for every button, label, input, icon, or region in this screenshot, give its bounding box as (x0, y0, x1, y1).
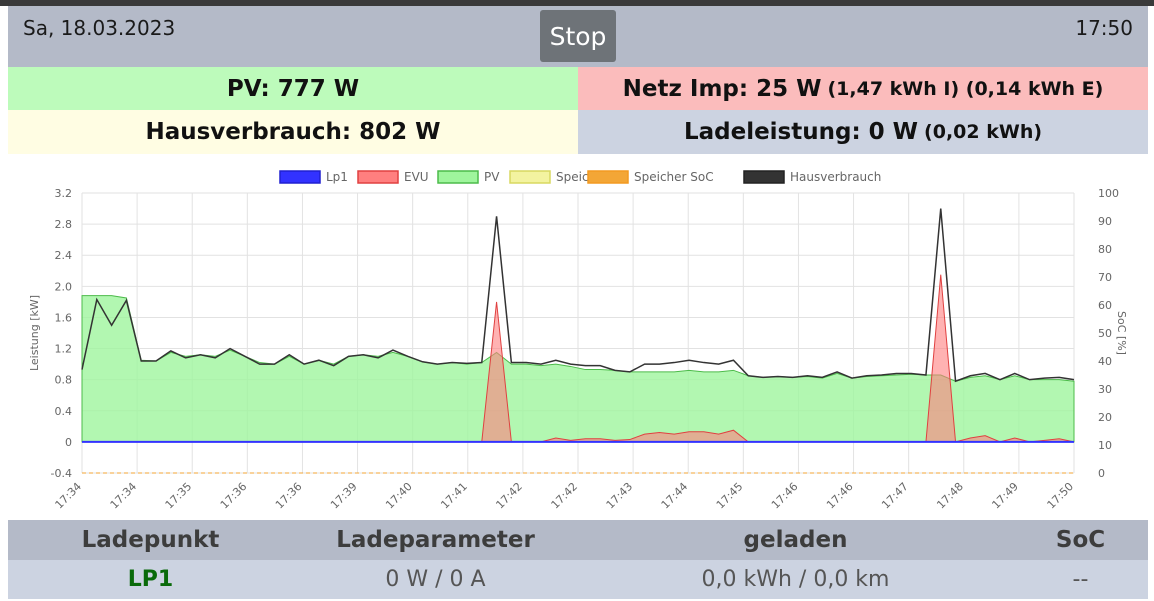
grid-energy-totals: (1,47 kWh I) (0,14 kWh E) (827, 77, 1104, 100)
y2-tick-label: 40 (1098, 355, 1112, 368)
y2-tick-label: 60 (1098, 299, 1112, 312)
x-tick-label: 17:34 (108, 480, 140, 512)
series-hausverbrauch (81, 208, 1075, 383)
y2-tick-label: 0 (1098, 467, 1105, 480)
x-tick-label: 17:39 (328, 480, 360, 512)
legend-swatch (587, 170, 629, 184)
x-tick-label: 17:48 (934, 480, 966, 512)
y-tick-label: 1.6 (55, 311, 73, 324)
grid-import-tile: Netz Imp: 25 W (1,47 kWh I) (0,14 kWh E) (578, 67, 1148, 110)
x-tick-label: 17:42 (493, 480, 525, 512)
y2-tick-label: 90 (1098, 215, 1112, 228)
vehicle-soc: -- (1072, 567, 1089, 592)
legend-label: Hausverbrauch (790, 170, 881, 184)
pv-power-tile: PV: 777 W (8, 67, 578, 110)
legend-swatch (357, 170, 399, 184)
table-header-row: Ladepunkt Ladeparameter geladen SoC (8, 520, 1148, 560)
x-tick-label: 17:45 (714, 480, 746, 512)
header-bar: Sa, 18.03.2023 Stop 17:50 (8, 6, 1148, 67)
y2-tick-label: 70 (1098, 271, 1112, 284)
pv-power-value: PV: 777 W (226, 75, 360, 102)
y2-axis-label: SoC [%] (1115, 311, 1128, 355)
table-row[interactable]: LP1 0 W / 0 A 0,0 kWh / 0,0 km -- (8, 560, 1148, 599)
legend-swatch (279, 170, 321, 184)
y2-tick-label: 80 (1098, 243, 1112, 256)
charging-energy-total: (0,02 kWh) (924, 121, 1043, 143)
y-tick-label: 2.0 (55, 280, 73, 293)
y-tick-label: 0 (65, 436, 72, 449)
y2-tick-label: 50 (1098, 327, 1112, 340)
x-tick-label: 17:49 (989, 480, 1021, 512)
header-ladepunkt: Ladepunkt (81, 527, 220, 553)
window-top-bar (0, 0, 1154, 6)
y2-tick-label: 10 (1098, 439, 1112, 452)
y-tick-label: 3.2 (55, 187, 73, 200)
x-tick-label: 17:34 (53, 480, 85, 512)
header-soc: SoC (1055, 527, 1106, 553)
x-tick-label: 17:46 (769, 480, 801, 512)
legend-label: EVU (404, 170, 429, 184)
legend-label: PV (484, 170, 500, 184)
charge-point-name[interactable]: LP1 (127, 567, 174, 592)
power-chart: -0.4 0 0.4 0.8 1.2 1.6 2.0 2.4 2.8 3.2 0 10 20 30 40 50… (8, 160, 1148, 518)
charge-point-table: Ladepunkt Ladeparameter geladen SoC LP1 … (8, 520, 1148, 599)
y2-tick-label: 30 (1098, 383, 1112, 396)
x-tick-label: 17:44 (659, 480, 691, 512)
house-consumption-tile: Hausverbrauch: 802 W (8, 110, 578, 154)
header-ladeparameter: Ladeparameter (336, 527, 535, 553)
legend-swatch (437, 170, 479, 184)
x-tick-label: 17:35 (163, 480, 195, 512)
header-geladen: geladen (743, 527, 848, 553)
x-tick-label: 17:36 (218, 480, 250, 512)
y-tick-label: 0.8 (55, 374, 73, 387)
y2-tick-label: 100 (1098, 187, 1119, 200)
charged-energy: 0,0 kWh / 0,0 km (701, 567, 890, 592)
y-tick-label: 1.2 (55, 343, 73, 356)
date-label: Sa, 18.03.2023 (23, 16, 176, 40)
y-axis-label: Leistung [kW] (28, 295, 41, 371)
x-tick-label: 17:41 (438, 480, 470, 512)
y2-tick-label: 20 (1098, 411, 1112, 424)
house-consumption-value: Hausverbrauch: 802 W (145, 119, 441, 145)
x-tick-label: 17:42 (549, 480, 581, 512)
x-tick-label: 17:36 (273, 480, 305, 512)
x-tick-label: 17:40 (383, 480, 415, 512)
legend-label: Lp1 (326, 170, 348, 184)
charge-parameters: 0 W / 0 A (385, 567, 486, 592)
x-tick-label: 17:43 (604, 480, 636, 512)
grid-import-value: Netz Imp: 25 W (622, 75, 822, 102)
x-tick-label: 17:46 (824, 480, 856, 512)
y-tick-label: 0.4 (55, 405, 73, 418)
y-tick-label: 2.8 (55, 218, 73, 231)
stop-button[interactable]: Stop (540, 10, 616, 62)
legend-swatch (509, 170, 551, 184)
power-chart-svg: -0.4 0 0.4 0.8 1.2 1.6 2.0 2.4 2.8 3.2 0 10 20 30 40 50… (28, 170, 1128, 512)
time-label: 17:50 (1075, 16, 1133, 40)
y-tick-label: -0.4 (51, 467, 72, 480)
charging-power-tile: Ladeleistung: 0 W (0,02 kWh) (578, 110, 1148, 154)
legend-swatch (743, 170, 785, 184)
legend-label: Speicher SoC (634, 170, 714, 184)
y-tick-label: 2.4 (55, 249, 73, 262)
x-tick-label: 17:50 (1045, 480, 1077, 512)
charging-power-value: Ladeleistung: 0 W (683, 119, 919, 145)
x-tick-label: 17:47 (879, 480, 911, 512)
